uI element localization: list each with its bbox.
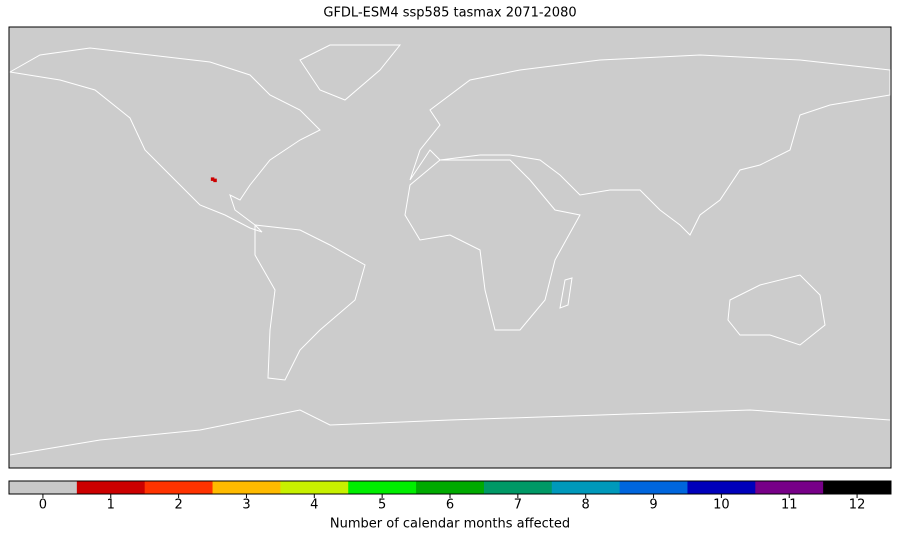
colorbar-segment <box>76 481 146 494</box>
title: GFDL-ESM4 ssp585 tasmax 2071-2080 <box>323 6 576 21</box>
colorbar-segment <box>687 481 756 494</box>
africa <box>404 159 581 331</box>
colorbar-segment <box>212 481 281 494</box>
colorbar-segment <box>144 481 214 494</box>
colorbar-tick-label: 12 <box>849 498 866 513</box>
coastlines <box>8 44 891 456</box>
cells <box>210 177 217 183</box>
colorbar-segment <box>823 481 892 494</box>
colorbar-tick-label: 4 <box>310 498 318 513</box>
colorbar-tick-label: 5 <box>378 498 386 513</box>
south-america <box>254 224 366 381</box>
cell <box>210 177 215 181</box>
colorbar-tick-label: 11 <box>781 498 798 513</box>
colorbar-label: Number of calendar months affected <box>330 517 570 532</box>
colorbar-tick-label: 2 <box>174 498 182 513</box>
colorbar-tick-label: 9 <box>649 498 657 513</box>
colorbar-tick-label: 3 <box>242 498 250 513</box>
colorbar-tick-label: 10 <box>713 498 730 513</box>
colorbar-tick-label: 1 <box>107 498 115 513</box>
greenland <box>299 44 402 101</box>
colorbar-frame <box>8 480 892 495</box>
colorbar-segment <box>483 481 553 494</box>
colorbar-tick-label: 0 <box>39 498 47 513</box>
madagascar <box>559 277 573 309</box>
antarctica <box>9 409 891 456</box>
colorbar-segment <box>348 481 417 494</box>
colorbar: 0 1 2 3 4 5 6 7 8 9 10 11 12 <box>9 481 892 513</box>
australia <box>727 274 826 346</box>
north-america <box>8 47 321 233</box>
colorbar-segment <box>416 481 485 494</box>
colorbar-segment <box>551 481 621 494</box>
colorbar-tick-label: 6 <box>446 498 454 513</box>
eurasia <box>409 54 891 236</box>
cell <box>213 178 217 183</box>
colorbar-tick-label: 7 <box>514 498 522 513</box>
map-frame <box>8 26 892 469</box>
map-background <box>9 27 891 468</box>
colorbar-segment <box>280 481 349 494</box>
colorbar-segment <box>9 481 78 494</box>
colorbar-segment <box>619 481 688 494</box>
colorbar-segment <box>755 481 824 494</box>
colorbar-tick-label: 8 <box>582 498 590 513</box>
